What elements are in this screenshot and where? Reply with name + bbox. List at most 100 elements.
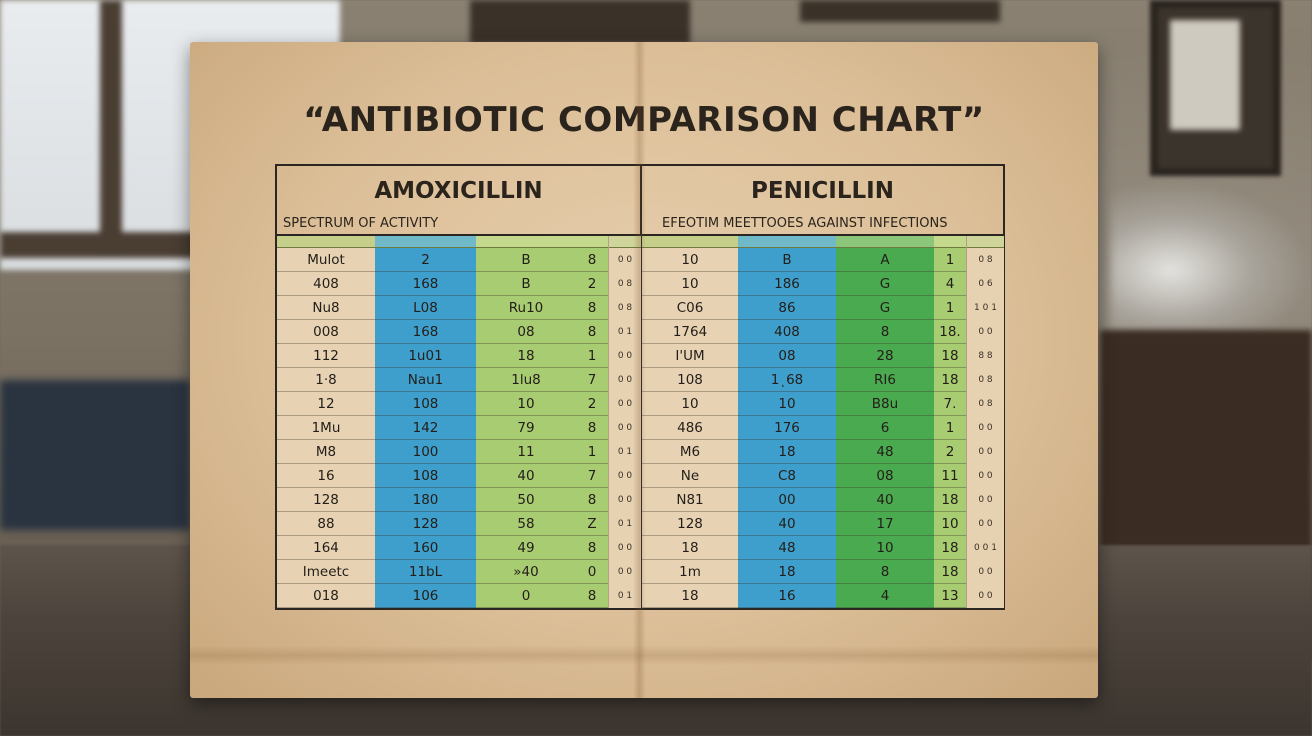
table-cell: 1 0 1 (974, 303, 997, 313)
table-cell: 0 0 (978, 519, 993, 529)
shelf-bottles (1110, 180, 1312, 330)
table-cell: 100 (375, 440, 476, 464)
amox-notes-col: 0 0 0 8 0 8 0 1 0 0 0 0 0 0 0 0 0 1 0 0 0 0 0 1 0 0 0… (608, 236, 641, 608)
table-cell: Nu8 (277, 296, 375, 320)
table-cell: C06 (642, 296, 738, 320)
table-cell: 58 (476, 512, 576, 536)
table-cell: 0 0 (617, 423, 633, 433)
amoxicillin-panel: AMOXICILLIN SPECTRUM OF ACTIVITY Mulot 40… (277, 166, 642, 608)
table-cell: 128 (277, 488, 375, 512)
amoxicillin-subtitle: SPECTRUM OF ACTIVITY (283, 216, 439, 231)
penicillin-panel: PENICILLIN EFEOTIM MEETTOOES AGAINST INF… (642, 166, 1004, 608)
table-cell: 50 (476, 488, 576, 512)
table-cell: 16 (277, 464, 375, 488)
table-cell: RI6 (836, 368, 934, 392)
table-cell: 0 1 (617, 591, 633, 601)
table-cell: 142 (375, 416, 476, 440)
table-cell: 0 0 (617, 471, 633, 481)
pen-col-2: B 186 86 408 08 1ͺ68 10 176 18 C8 00 40 48 18 16 (738, 236, 837, 608)
table-cell: 10 (836, 536, 934, 560)
table-cell: 112 (277, 344, 375, 368)
table-cell: 1m (642, 560, 738, 584)
table-cell: 8 (576, 536, 608, 560)
comparison-table: AMOXICILLIN SPECTRUM OF ACTIVITY Mulot 40… (275, 164, 1005, 610)
table-cell: 40 (476, 464, 576, 488)
table-cell: 40 (836, 488, 934, 512)
table-cell: 0 0 (978, 567, 993, 577)
table-cell: 88 (277, 512, 375, 536)
table-cell: 10 (476, 392, 576, 416)
amox-col-1: Mulot 408 Nu8 008 112 1·8 12 1Mu M8 16 128 88 164 Ime… (277, 236, 376, 608)
table-cell: 1 (576, 440, 608, 464)
table-cell: 18 (476, 344, 576, 368)
table-cell: 86 (738, 296, 836, 320)
table-cell: 8 (576, 488, 608, 512)
table-cell: 108 (375, 464, 476, 488)
table-cell: 128 (375, 512, 476, 536)
table-cell: 8 (836, 320, 934, 344)
table-cell: 16 (738, 584, 836, 608)
table-cell: 408 (277, 272, 375, 296)
table-cell: M8 (277, 440, 375, 464)
pen-col-1: 10 10 C06 1764 I'UM 108 10 486 M6 Ne N81 128 18 1m 18 (642, 236, 739, 608)
table-cell: 8 (576, 416, 608, 440)
table-cell: 0 (576, 560, 608, 584)
table-cell: 8 (576, 584, 608, 608)
table-cell: M6 (642, 440, 738, 464)
table-cell: 1 (576, 344, 608, 368)
table-cell: 160 (375, 536, 476, 560)
table-cell: 128 (642, 512, 738, 536)
table-cell: 1 (934, 416, 966, 440)
table-cell: 6 (836, 416, 934, 440)
table-cell: 486 (642, 416, 738, 440)
table-cell: Ne (642, 464, 738, 488)
table-cell: 164 (277, 536, 375, 560)
table-cell: 18 (738, 440, 836, 464)
table-cell: 2 (375, 248, 476, 272)
table-cell: 13 (934, 584, 966, 608)
table-cell: 48 (738, 536, 836, 560)
table-cell: 1ͺ68 (738, 368, 836, 392)
table-cell: 18 (642, 584, 738, 608)
table-cell: 4 (836, 584, 934, 608)
table-cell: 1 (934, 296, 966, 320)
table-cell: G (836, 296, 934, 320)
table-cell: 186 (738, 272, 836, 296)
table-cell: 10 (642, 248, 738, 272)
table-cell: 0 (476, 584, 576, 608)
table-cell: 1·8 (277, 368, 375, 392)
table-cell: 108 (642, 368, 738, 392)
amoxicillin-heading: AMOXICILLIN (374, 178, 543, 204)
table-cell: 1764 (642, 320, 738, 344)
wall-frame (800, 0, 1000, 22)
table-cell: 1lu8 (476, 368, 576, 392)
table-cell: 0 0 (617, 543, 633, 553)
table-cell: C8 (738, 464, 836, 488)
table-cell: 49 (476, 536, 576, 560)
chart-title: “ANTIBIOTIC COMPARISON CHART” (303, 100, 985, 140)
table-cell: 18 (642, 536, 738, 560)
table-cell: 18 (934, 344, 966, 368)
table-cell: 0 0 (617, 351, 633, 361)
table-cell: Z (576, 512, 608, 536)
table-cell: »40 (476, 560, 576, 584)
table-cell: 0 0 (978, 327, 993, 337)
table-cell: 180 (375, 488, 476, 512)
table-cell: 0 0 (617, 375, 633, 385)
table-cell: 0 8 (978, 399, 993, 409)
table-cell: 7 (576, 464, 608, 488)
table-cell: 0 1 (617, 447, 633, 457)
amox-col-2: 2 168 L08 168 1u01 Nau1 108 142 100 108 180 128 160 1… (375, 236, 477, 608)
pen-col-4: 1 4 1 18. 18 18 7. 1 2 11 18 10 18 18 13 (934, 236, 967, 608)
penicillin-subtitle: EFEOTIM MEETTOOES AGAINST INFECTIONS (662, 216, 948, 231)
table-cell: B (738, 248, 836, 272)
table-cell: 018 (277, 584, 375, 608)
table-cell: 0 8 (617, 279, 633, 289)
table-cell: Nau1 (375, 368, 476, 392)
amox-col-3: B B Ru10 08 18 1lu8 10 79 11 40 50 58 49 »40 0 (476, 236, 577, 608)
table-cell: 176 (738, 416, 836, 440)
table-cell: 10 (934, 512, 966, 536)
table-cell: 8 (576, 248, 608, 272)
table-cell: 28 (836, 344, 934, 368)
